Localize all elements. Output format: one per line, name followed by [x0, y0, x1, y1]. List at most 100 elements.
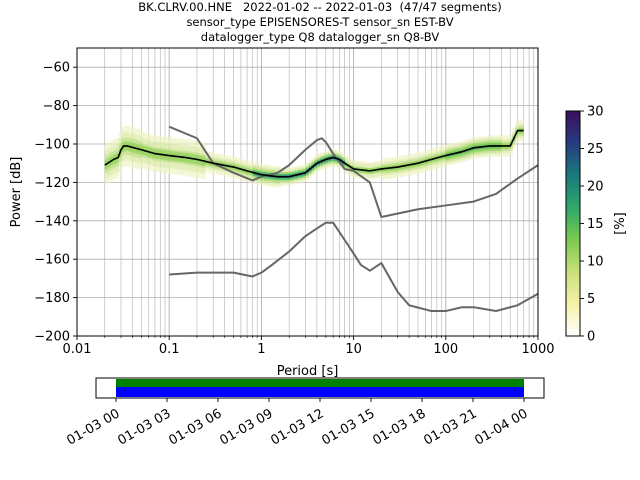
density-cell [113, 167, 117, 170]
density-cell [381, 173, 385, 176]
density-cell [258, 169, 262, 172]
density-cell [350, 170, 354, 173]
density-cell [442, 151, 446, 154]
density-cell [289, 173, 293, 176]
density-cell [289, 181, 293, 184]
density-cell [171, 139, 175, 142]
density-cell [146, 166, 150, 169]
density-cell [409, 171, 413, 174]
density-cell [428, 156, 432, 159]
density-cell [199, 168, 203, 172]
density-cell [233, 162, 237, 165]
density-cell [135, 137, 139, 141]
density-cell [160, 138, 164, 141]
density-cell [241, 172, 245, 175]
density-cell [322, 161, 326, 164]
density-cell [476, 144, 480, 147]
density-cell [487, 154, 491, 157]
density-cell [188, 145, 192, 148]
density-cell [143, 155, 147, 158]
density-cell [152, 146, 156, 149]
density-cell [143, 134, 147, 137]
density-cell [308, 169, 312, 172]
density-cell [115, 158, 119, 161]
density-cell [213, 164, 217, 167]
density-cell [470, 137, 474, 140]
density-cell [515, 138, 519, 142]
density-cell [381, 158, 385, 161]
density-cell [344, 167, 348, 170]
density-cell [113, 177, 117, 180]
density-cell [303, 168, 307, 171]
density-cell [124, 146, 128, 149]
density-cell [364, 177, 368, 180]
density-cell [484, 143, 488, 146]
density-cell [317, 155, 321, 158]
density-cell [107, 146, 111, 149]
density-cell [199, 155, 203, 158]
density-cell [236, 159, 240, 162]
density-cell [361, 161, 365, 164]
density-cell [356, 160, 360, 163]
density-cell [462, 155, 466, 159]
density-cell [104, 149, 108, 152]
density-cell [490, 143, 494, 146]
density-cell [129, 159, 133, 162]
density-cell [155, 158, 159, 161]
density-cell [515, 125, 519, 128]
density-cell [473, 148, 477, 151]
density-cell [196, 162, 200, 165]
density-cell [205, 154, 209, 158]
density-cell [453, 156, 457, 159]
density-cell [238, 158, 242, 161]
density-cell [252, 169, 256, 173]
density-cell [171, 137, 175, 140]
density-cell [174, 138, 178, 141]
density-cell [171, 164, 175, 167]
density-cell [107, 148, 111, 151]
density-cell [451, 162, 455, 165]
density-cell [414, 166, 418, 169]
density-cell [202, 163, 206, 167]
density-cell [118, 166, 122, 169]
density-cell [303, 170, 307, 173]
density-cell [135, 132, 139, 135]
density-cell [163, 138, 167, 141]
density-cell [370, 167, 374, 170]
density-cell [191, 167, 195, 170]
density-cell [378, 164, 382, 167]
density-cell [110, 142, 114, 145]
density-cell [476, 152, 480, 155]
density-cell [381, 160, 385, 163]
density-cell [132, 158, 136, 161]
density-cell [384, 173, 388, 176]
density-cell [174, 145, 178, 148]
density-cell [205, 162, 209, 165]
density-cell [208, 169, 212, 172]
density-cell [236, 174, 240, 177]
density-cell [465, 151, 469, 154]
density-cell [149, 166, 153, 169]
density-cell [104, 176, 108, 179]
density-cell [141, 160, 145, 163]
density-cell [473, 142, 477, 146]
density-cell [336, 154, 340, 157]
density-cell [506, 152, 510, 155]
density-cell [141, 166, 145, 169]
density-cell [185, 147, 189, 150]
density-cell [194, 154, 198, 157]
density-cell [476, 136, 480, 139]
density-cell [520, 120, 524, 123]
density-cell [166, 163, 170, 167]
density-cell [414, 164, 418, 167]
density-cell [386, 172, 390, 176]
density-cell [143, 140, 147, 143]
density-cell [182, 165, 186, 169]
density-cell [168, 171, 172, 175]
density-cell [124, 125, 128, 128]
density-cell [495, 135, 499, 138]
density-cell [160, 143, 164, 147]
density-cell [437, 164, 441, 167]
density-cell [196, 143, 200, 146]
density-cell [518, 127, 522, 130]
